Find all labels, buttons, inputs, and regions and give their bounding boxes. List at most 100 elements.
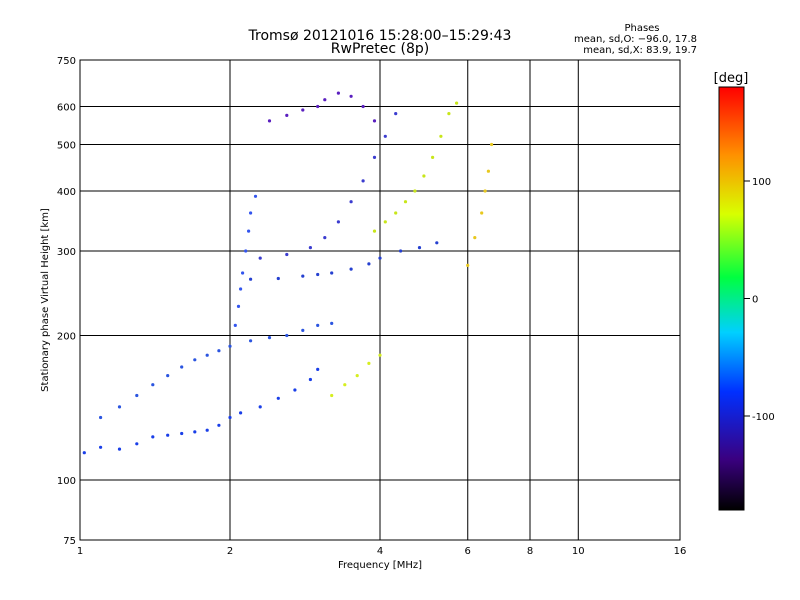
x-axis-ticks: 1 2 4 6 8 10 16 — [77, 546, 687, 557]
colorbar-label: [deg] — [714, 71, 749, 86]
y-axis-ticks: 75 100 200 300 400 500 600 750 — [57, 56, 76, 547]
x-tick-label: 6 — [465, 546, 471, 557]
data-point — [301, 328, 305, 332]
data-point — [361, 179, 365, 183]
data-point — [301, 274, 305, 278]
y-tick-label: 750 — [57, 56, 76, 67]
data-point — [316, 367, 320, 371]
phase-stats-x: mean, sd,X: 83.9, 19.7 — [583, 45, 697, 56]
data-point — [135, 393, 139, 398]
data-point — [431, 155, 435, 159]
data-point — [249, 339, 253, 343]
y-tick-label: 500 — [57, 141, 76, 152]
data-point — [486, 169, 490, 173]
data-point — [247, 229, 251, 233]
data-point — [323, 236, 327, 240]
data-point — [316, 104, 320, 109]
data-point — [308, 377, 312, 382]
data-point — [367, 262, 371, 266]
chart-title-line1: Tromsø 20121016 15:28:00–15:29:43 — [248, 28, 512, 44]
colorbar-tick-label: 0 — [752, 295, 758, 306]
data-point — [244, 249, 248, 253]
y-tick-label: 400 — [57, 187, 76, 198]
data-point — [236, 304, 241, 308]
x-axis-label: Frequency [MHz] — [338, 560, 422, 571]
data-point — [372, 119, 377, 123]
data-point — [417, 246, 422, 250]
data-point — [394, 112, 398, 116]
y-axis-label: Stationary phase Virtual Height [km] — [40, 208, 51, 392]
data-point — [253, 194, 258, 198]
data-point — [316, 323, 320, 327]
x-tick-label: 2 — [227, 546, 233, 557]
data-points — [82, 91, 494, 455]
data-point — [193, 358, 197, 362]
data-point — [239, 411, 243, 415]
data-point — [323, 98, 327, 102]
data-point — [249, 211, 253, 215]
data-point — [117, 405, 122, 409]
data-point — [285, 113, 289, 117]
data-point — [233, 323, 237, 327]
data-point — [258, 256, 262, 260]
y-tick-label: 75 — [63, 536, 76, 547]
data-point — [82, 451, 86, 455]
data-point — [422, 174, 426, 178]
colorbar-ticks: 100 0 -100 — [744, 177, 775, 423]
data-point — [267, 119, 272, 123]
data-point — [205, 353, 209, 357]
y-tick-label: 100 — [57, 476, 76, 487]
data-point — [447, 112, 451, 116]
data-point — [383, 134, 387, 138]
grid-lines — [80, 60, 680, 540]
data-point — [166, 374, 170, 378]
data-point — [330, 393, 334, 398]
data-point — [372, 155, 377, 159]
data-point — [193, 430, 197, 434]
data-point — [466, 263, 470, 267]
data-point — [367, 361, 371, 365]
x-tick-label: 8 — [527, 546, 533, 557]
colorbar — [718, 86, 745, 511]
x-tick-label: 1 — [77, 546, 83, 557]
data-point — [293, 388, 297, 392]
data-point — [361, 104, 365, 109]
plot-frame — [79, 59, 681, 541]
data-point — [330, 321, 334, 325]
data-point — [343, 383, 347, 387]
data-point — [316, 272, 320, 277]
data-point — [473, 236, 477, 240]
data-point — [228, 415, 232, 420]
data-point — [301, 108, 305, 112]
colorbar-tick-label: 100 — [752, 177, 771, 188]
data-point — [228, 344, 232, 348]
data-point — [455, 101, 459, 105]
data-point — [372, 229, 377, 233]
data-point — [413, 189, 417, 193]
data-point — [180, 365, 184, 369]
x-tick-label: 16 — [674, 546, 687, 557]
data-point — [151, 435, 155, 439]
data-point — [241, 271, 245, 275]
data-point — [180, 431, 184, 436]
data-point — [349, 267, 353, 271]
data-point — [205, 428, 209, 432]
data-point — [378, 353, 382, 357]
data-point — [349, 200, 353, 204]
data-point — [480, 211, 484, 215]
data-point — [336, 220, 340, 224]
x-tick-label: 4 — [377, 546, 383, 557]
data-point — [355, 374, 359, 378]
data-point — [383, 220, 387, 224]
data-point — [336, 91, 340, 95]
data-point — [217, 349, 221, 353]
data-point — [135, 442, 139, 446]
data-point — [394, 211, 398, 215]
data-point — [258, 405, 262, 409]
phase-stats-heading: Phases — [624, 23, 659, 34]
data-point — [276, 276, 280, 281]
data-point — [99, 415, 103, 420]
data-point — [267, 336, 272, 340]
data-point — [99, 445, 103, 449]
